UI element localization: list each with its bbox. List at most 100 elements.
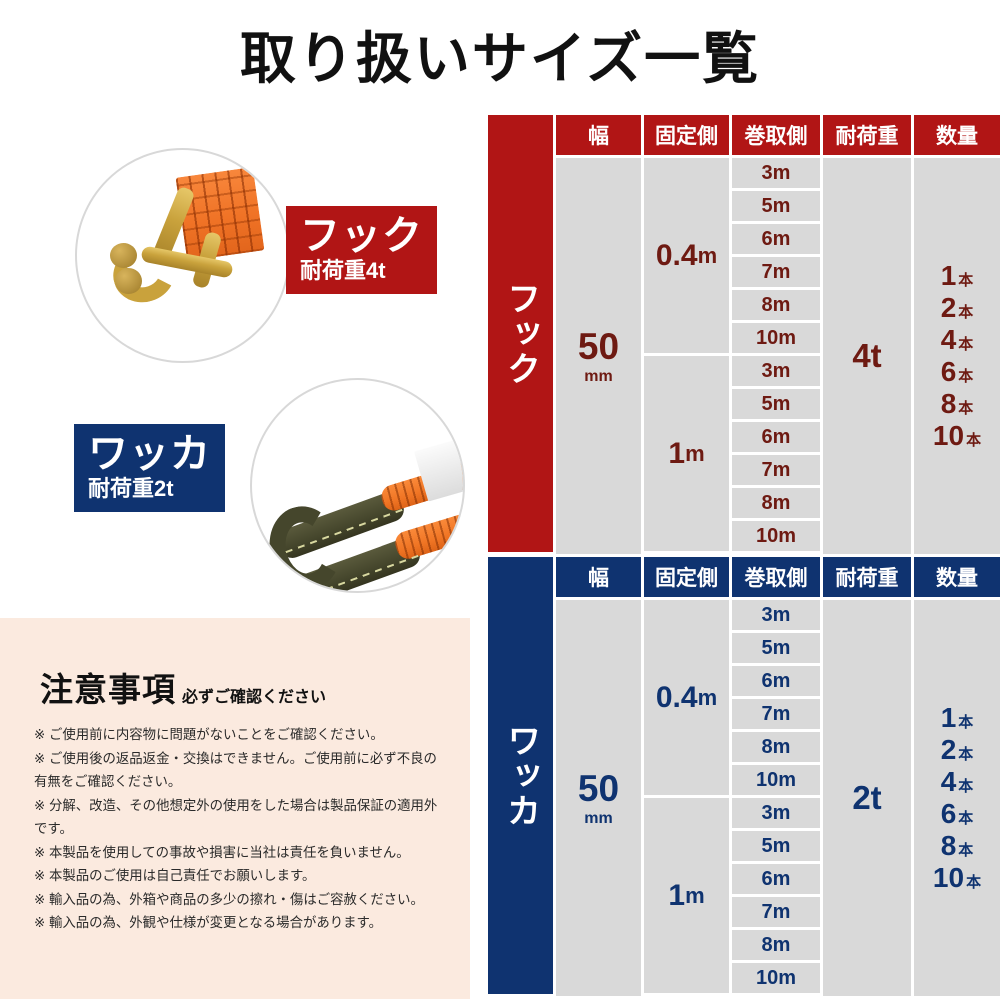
table-header-cell: 数量 — [914, 557, 1000, 597]
table-cell-takeup-length: 8m — [732, 732, 820, 762]
quantity-number: 4 — [940, 766, 957, 797]
table-cell-takeup-length: 3m — [732, 158, 820, 188]
quantity-number: 1 — [940, 260, 957, 291]
table-cell-takeup-length: 5m — [732, 831, 820, 861]
capacity-value: 4t — [852, 337, 882, 374]
table-header-cell: 固定側 — [644, 557, 729, 597]
table-cell-takeup-length: 10m — [732, 521, 820, 551]
quantity-unit: 本 — [958, 810, 974, 827]
quantity-number: 4 — [940, 324, 957, 355]
capacity-value: 2t — [852, 779, 882, 816]
table-cell-takeup-length: 3m — [732, 600, 820, 630]
hook-product-photo — [75, 148, 290, 363]
loop-badge-name: ワッカ — [88, 432, 211, 476]
table-cell-takeup-length: 10m — [732, 963, 820, 993]
width-value: 50 — [577, 326, 620, 367]
quantity-number: 10 — [932, 862, 965, 893]
quantity-number: 2 — [940, 734, 957, 765]
notes-header: 注意事項 必ずご確認ください — [40, 663, 326, 711]
table-header-cell: 数量 — [914, 115, 1000, 155]
fixed-side-value: 1 — [668, 436, 686, 470]
quantity-unit: 本 — [958, 842, 974, 859]
fixed-side-unit: m — [685, 440, 705, 466]
table-cell-takeup-length: 6m — [732, 666, 820, 696]
note-item: ※ 本製品のご使用は自己責任でお願いします。 — [34, 868, 316, 883]
notes-panel: 注意事項 必ずご確認ください ※ ご使用前に内容物に問題がないことをご確認くださ… — [0, 618, 470, 999]
table-side-label: フック — [488, 115, 553, 552]
table-cell-takeup-length: 3m — [732, 356, 820, 386]
table-header-cell: 幅 — [556, 557, 641, 597]
note-item: ※ ご使用前に内容物に問題がないことをご確認ください。 — [34, 727, 384, 742]
table-cell-capacity: 2t — [823, 600, 911, 996]
table-cell-takeup-length: 3m — [732, 798, 820, 828]
loop-product-badge: ワッカ 耐荷重2t — [74, 424, 225, 512]
table-cell-takeup-length: 10m — [732, 323, 820, 353]
hook-tip-lower — [115, 268, 142, 294]
table-cell-width: 50 mm — [556, 158, 641, 554]
note-item: ※ 本製品を使用しての事故や損害に当社は責任を負いません。 — [34, 844, 410, 860]
table-cell-takeup-length: 6m — [732, 422, 820, 452]
quantity-unit: 本 — [966, 874, 982, 891]
quantity-item: 10 本 — [933, 862, 981, 894]
table-cell-width: 50 mm — [556, 600, 641, 996]
quantity-number: 8 — [940, 830, 957, 861]
table-cell-takeup-length: 7m — [732, 699, 820, 729]
fixed-side-unit: m — [697, 684, 718, 710]
fixed-side-value: 1 — [668, 878, 686, 912]
quantity-unit: 本 — [958, 746, 974, 763]
fixed-side-unit: m — [697, 242, 718, 268]
table-side-label-text: ワッカ — [501, 723, 540, 828]
table-cell-takeup-length: 5m — [732, 389, 820, 419]
width-unit: mm — [584, 810, 613, 827]
quantity-unit: 本 — [958, 336, 974, 353]
quantity-number: 8 — [940, 388, 957, 419]
fixed-side-unit: m — [685, 882, 705, 908]
quantity-number: 1 — [940, 702, 957, 733]
quantity-number: 2 — [940, 292, 957, 323]
note-item: ※ 輸入品の為、外観や仕様が変更となる場合があります。 — [34, 915, 382, 930]
quantity-unit: 本 — [958, 778, 974, 795]
table-cell-takeup-length: 5m — [732, 633, 820, 663]
note-item: ※ 分解、改造、その他想定外の使用をした場合は製品保証の適用外です。 — [34, 797, 438, 837]
notes-subtitle: 必ずご確認ください — [182, 689, 327, 706]
fixed-side-value: 0.4 — [655, 238, 698, 272]
quantity-number: 10 — [932, 420, 965, 451]
width-value-group: 50 mm — [578, 326, 619, 386]
quantity-number: 6 — [940, 798, 957, 829]
quantity-unit: 本 — [958, 272, 974, 289]
page-title: 取り扱いサイズ一覧 — [239, 27, 761, 90]
quantity-unit: 本 — [958, 714, 974, 731]
table-cell-capacity: 4t — [823, 158, 911, 554]
hook-spec-table: フック幅固定側 巻取側 耐荷重 数量 50 mm 0.4 m 3m 5m 6m 7m 8m 10m 1 m 3m… — [488, 115, 1000, 554]
hook-badge-name: フック — [300, 214, 423, 258]
quantity-unit: 本 — [958, 368, 974, 385]
width-value-group: 50 mm — [578, 768, 619, 828]
table-cell-quantity: 1 本 2 本 4 本 6 本 8 本 10 本 — [914, 600, 1000, 996]
table-cell-fixed-side: 0.4 m — [644, 600, 729, 795]
width-unit: mm — [584, 368, 613, 385]
table-side-label: ワッカ — [488, 557, 553, 994]
table-header-cell: 耐荷重 — [823, 115, 911, 155]
quantity-number: 6 — [940, 356, 957, 387]
table-header-cell: 耐荷重 — [823, 557, 911, 597]
note-item: ※ ご使用後の返品返金・交換はできません。ご使用前に必ず不良の有無をご確認くださ… — [34, 750, 437, 790]
table-cell-takeup-length: 6m — [732, 864, 820, 894]
width-value: 50 — [577, 768, 620, 809]
notes-list: ※ ご使用前に内容物に問題がないことをご確認ください。 ※ ご使用後の返品返金・交… — [34, 723, 446, 935]
fixed-side-value: 0.4 — [655, 680, 698, 714]
hook-badge-load: 耐荷重4t — [300, 258, 386, 283]
table-cell-fixed-side: 0.4 m — [644, 158, 729, 353]
table-header-cell: 巻取側 — [732, 557, 820, 597]
table-cell-takeup-length: 7m — [732, 455, 820, 485]
table-cell-takeup-length: 8m — [732, 488, 820, 518]
table-cell-takeup-length: 5m — [732, 191, 820, 221]
table-cell-takeup-length: 7m — [732, 257, 820, 287]
